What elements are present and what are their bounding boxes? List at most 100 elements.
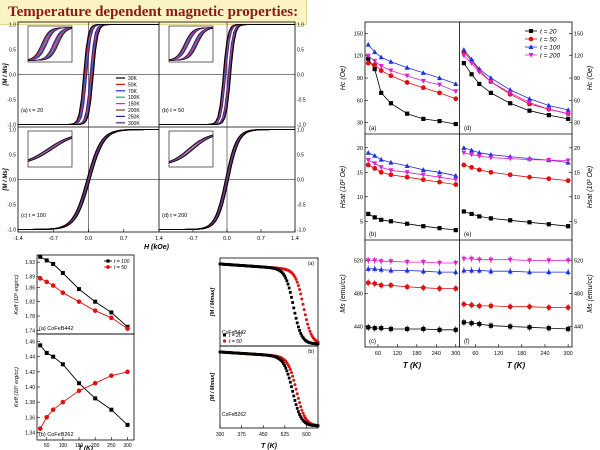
props-data-point xyxy=(527,174,532,180)
mt-data-point xyxy=(295,280,299,284)
loops-legend-entry: 300K xyxy=(128,121,140,127)
loop-panel-label: (c) t = 100 xyxy=(21,213,46,219)
props-y-tick-label-right: 15 xyxy=(574,170,580,176)
props-data-point xyxy=(366,56,371,61)
props-data-point xyxy=(546,326,551,331)
props-y-tick-label-left: 480 xyxy=(354,292,363,298)
ku-legend-marker xyxy=(106,265,110,269)
loops-legend-entry: 50K xyxy=(128,82,138,88)
props-data-point xyxy=(476,257,482,263)
props-y-tick-label-right: 520 xyxy=(574,259,583,265)
loop-branch-down xyxy=(18,23,159,126)
props-data-point xyxy=(488,303,494,309)
loops-y-tick-label-right: 0.0 xyxy=(297,73,304,79)
props-data-point xyxy=(378,54,384,60)
props-data-point xyxy=(469,72,474,77)
loops-legend-entry: 200K xyxy=(128,108,140,114)
props-y-tick-label-right: 150 xyxy=(574,31,583,37)
props-data-point xyxy=(378,282,384,288)
props-data-point xyxy=(379,217,384,222)
props-data-point xyxy=(372,266,378,271)
loops-y-tick-label-right: 0.5 xyxy=(297,48,304,54)
props-legend-marker xyxy=(528,53,534,58)
ku-x-tick-label: 200 xyxy=(91,443,100,449)
mt-data-point xyxy=(293,311,297,315)
props-data-point xyxy=(488,257,494,263)
ku-y-tick-label: 1.86 xyxy=(25,285,35,291)
loops-y-tick-label-right: -1.0 xyxy=(297,228,306,234)
props-data-point xyxy=(527,258,533,264)
mt-data-point xyxy=(295,392,299,396)
loops-x-tick-label: 1.4 xyxy=(291,236,299,242)
loops-legend-entry: 100K xyxy=(128,95,140,101)
props-panel-label: (b) xyxy=(369,232,376,238)
loops-y-tick-label-left: -1.0 xyxy=(7,228,16,234)
props-data-point xyxy=(566,326,571,332)
loops-y-tick-label-left: 0.0 xyxy=(9,73,16,79)
props-data-point xyxy=(461,47,467,52)
props-data-point xyxy=(453,182,459,187)
props-data-point xyxy=(461,162,467,168)
props-y-tick-label-right: 90 xyxy=(574,76,580,82)
mt-data-point xyxy=(299,292,303,296)
mt-data-point xyxy=(307,326,311,330)
mt-legend-entry: t = 20 xyxy=(229,333,242,339)
loop-branch-down xyxy=(159,128,295,231)
props-data-point xyxy=(453,286,459,291)
loop-inset-branch-up xyxy=(168,136,214,164)
props-legend-entry: t = 20 xyxy=(540,29,557,36)
props-legend-entry: t = 200 xyxy=(540,53,560,60)
props-data-point xyxy=(405,221,410,226)
mt-data-point xyxy=(304,318,308,322)
props-panel-label: (f) xyxy=(464,339,470,345)
props-legend-entry: t = 50 xyxy=(540,37,557,44)
props-data-point xyxy=(507,257,513,263)
mt-data-point xyxy=(300,408,304,412)
props-x-axis-label: T (K) xyxy=(507,361,526,370)
props-y-axis-label-right: Hc (Oe) xyxy=(587,66,594,91)
props-data-point xyxy=(437,260,443,266)
props-data-point xyxy=(372,152,378,158)
ku-data-point xyxy=(50,407,56,413)
props-data-point xyxy=(365,41,371,47)
props-data-point xyxy=(388,68,394,74)
mt-data-point xyxy=(293,275,297,279)
props-data-point xyxy=(477,214,482,219)
ku-data-point xyxy=(60,270,65,275)
props-series-line xyxy=(368,159,456,181)
ku-y-tick-label: 1.38 xyxy=(25,400,35,406)
props-data-point xyxy=(476,69,482,75)
ku-y-tick-label: 1.89 xyxy=(25,275,35,281)
props-data-point xyxy=(546,157,552,163)
props-data-point xyxy=(565,107,571,113)
loops-x-tick-label: 0.0 xyxy=(85,236,93,242)
props-data-point xyxy=(372,58,378,64)
ku-y-tick-label: 1.82 xyxy=(25,300,35,306)
loop-inset-frame xyxy=(168,25,214,63)
props-data-point xyxy=(527,325,532,330)
props-data-point xyxy=(437,269,443,275)
loops-y-tick-label-left: 1.0 xyxy=(9,23,16,29)
loops-y-tick-label-right: -1.0 xyxy=(297,123,306,129)
mt-x-tick-label: 525 xyxy=(281,432,290,438)
props-data-point xyxy=(508,101,513,106)
props-data-point xyxy=(461,256,467,262)
mt-data-point xyxy=(303,313,307,317)
ku-y-tick-label: 1.74 xyxy=(25,328,35,334)
props-data-point xyxy=(453,177,459,183)
props-data-point xyxy=(527,108,532,113)
props-legend-marker xyxy=(528,44,534,49)
props-data-point xyxy=(469,302,474,308)
props-y-axis-label-right: Hsat (10² Oe) xyxy=(587,166,594,208)
loops-y-tick-label-left: -1.0 xyxy=(7,123,16,129)
props-data-point xyxy=(546,222,551,227)
props-data-point xyxy=(461,301,467,307)
props-data-point xyxy=(379,326,384,331)
props-data-point xyxy=(388,326,394,332)
mt-data-point xyxy=(300,417,304,421)
props-x-tick-label: 120 xyxy=(393,351,402,357)
props-data-point xyxy=(372,49,378,55)
mt-data-point xyxy=(300,297,304,301)
props-data-point xyxy=(437,118,442,124)
props-data-point xyxy=(378,156,384,162)
